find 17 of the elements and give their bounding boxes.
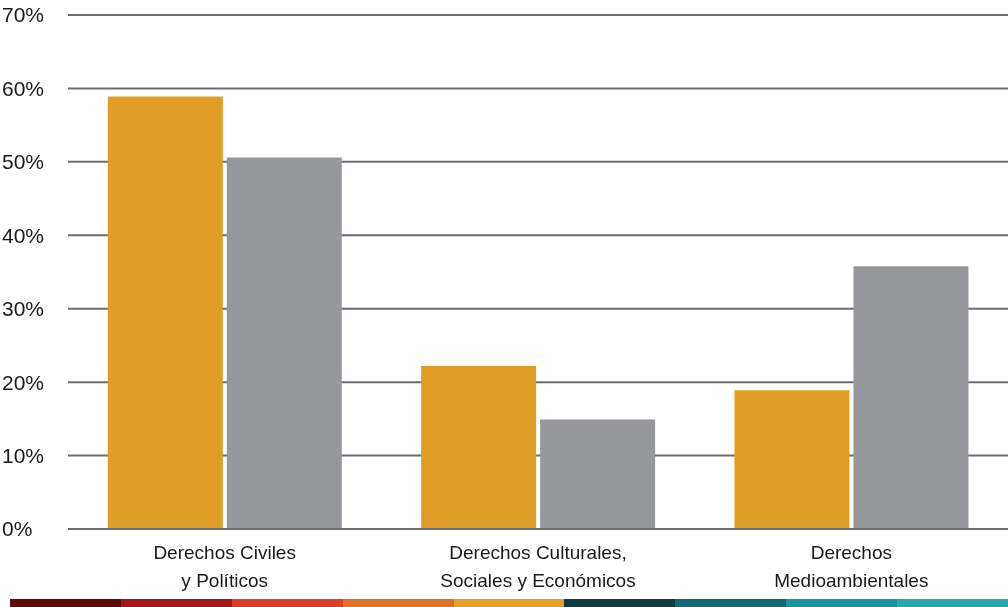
y-tick-label: 0% [2, 517, 33, 541]
y-tick-label: 40% [2, 223, 45, 247]
y-tick-label: 20% [2, 370, 45, 394]
bar [853, 266, 969, 529]
y-tick-label: 50% [2, 150, 45, 174]
x-tick-label: Derechos Medioambientales [774, 542, 929, 591]
y-tick-label: 30% [2, 297, 45, 321]
y-tick-label: 70% [2, 3, 45, 27]
bar [540, 419, 656, 529]
bar [107, 96, 223, 529]
x-tick-label: Derechos Culturales, Sociales y Económicos [440, 542, 636, 591]
y-tick-label: 60% [2, 76, 45, 100]
bar [734, 390, 850, 529]
y-tick-label: 10% [2, 444, 45, 468]
x-tick-label: Derechos Civiles y Políticos [153, 542, 296, 591]
bar [226, 157, 342, 529]
bar [421, 365, 537, 529]
